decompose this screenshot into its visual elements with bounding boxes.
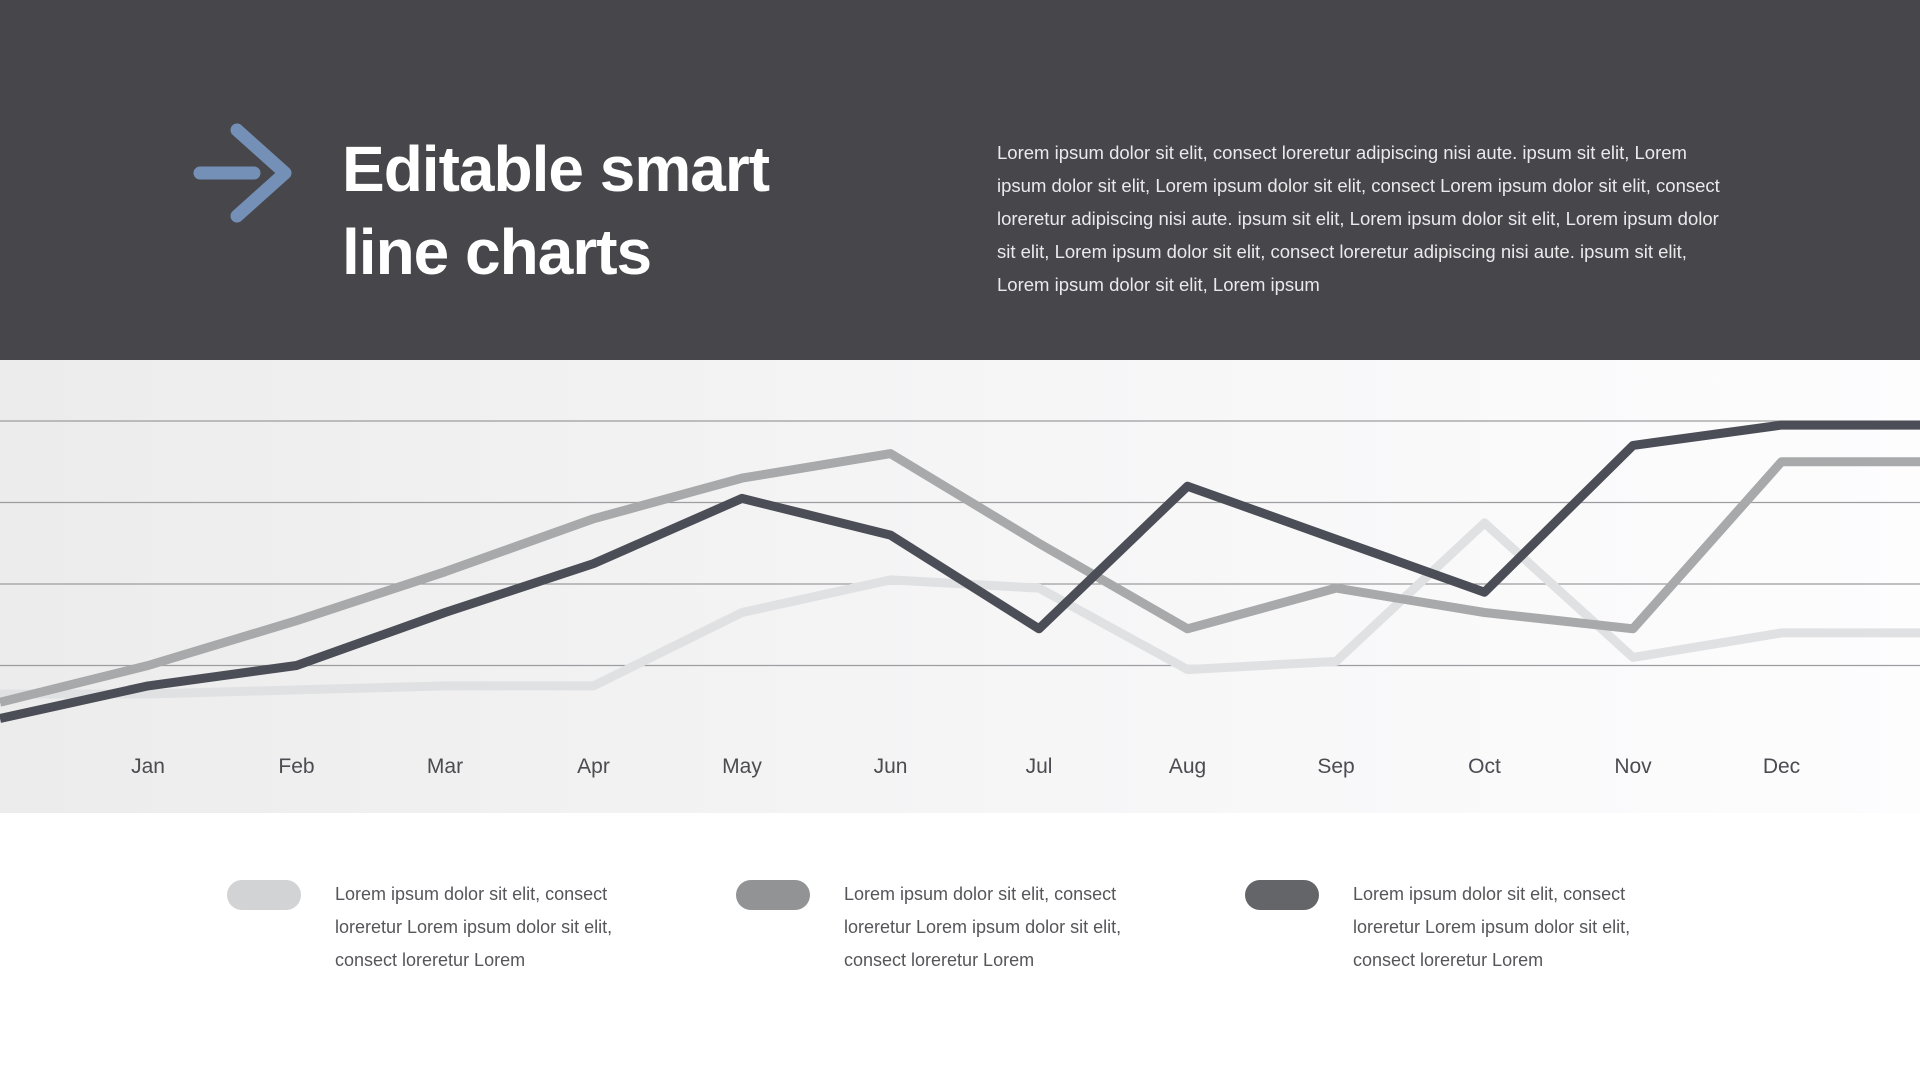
chart-legend: Lorem ipsum dolor sit elit, consect lore… — [0, 878, 1920, 998]
legend-text: Lorem ipsum dolor sit elit, consect lore… — [844, 884, 1122, 970]
legend-swatch-light — [227, 880, 301, 910]
series-dark-line — [0, 420, 1920, 723]
x-axis-label: Aug — [1168, 755, 1207, 778]
hero: Editable smart line charts Lorem ipsum d… — [0, 0, 1920, 360]
title-line-2: line charts — [342, 216, 652, 288]
legend-text: Lorem ipsum dolor sit elit, consect lore… — [1353, 884, 1631, 970]
title-line-1: Editable smart — [342, 133, 770, 205]
page-title: Editable smart line charts — [342, 128, 942, 294]
x-axis-label: Sep — [1317, 755, 1355, 778]
x-axis-label: Jan — [131, 755, 165, 778]
x-axis-label: Nov — [1614, 755, 1652, 778]
legend-item: Lorem ipsum dolor sit elit, consect lore… — [227, 878, 667, 977]
x-axis-label: Apr — [577, 755, 610, 778]
x-axis-label: Dec — [1762, 755, 1801, 778]
x-axis-label: Jul — [1025, 755, 1053, 778]
legend-item: Lorem ipsum dolor sit elit, consect lore… — [1245, 878, 1685, 977]
arrow-icon — [192, 120, 292, 226]
legend-text: Lorem ipsum dolor sit elit, consect lore… — [335, 884, 613, 970]
header-description: Lorem ipsum dolor sit elit, consect lore… — [997, 142, 1720, 295]
x-axis-label: May — [722, 755, 762, 778]
x-axis-label: Oct — [1468, 755, 1501, 778]
x-axis-label: Jun — [873, 755, 908, 778]
line-chart: Jan Feb Mar Apr May Jun Jul Aug Sep Oct Nov Dec — [0, 360, 1920, 813]
legend-swatch-dark — [1245, 880, 1319, 910]
x-axis-label: Mar — [426, 755, 464, 778]
x-axis-label: Feb — [278, 755, 315, 778]
legend-swatch-medium — [736, 880, 810, 910]
series-medium-line — [0, 449, 1920, 707]
line-chart-canvas — [0, 420, 1920, 723]
legend-item: Lorem ipsum dolor sit elit, consect lore… — [736, 878, 1176, 977]
